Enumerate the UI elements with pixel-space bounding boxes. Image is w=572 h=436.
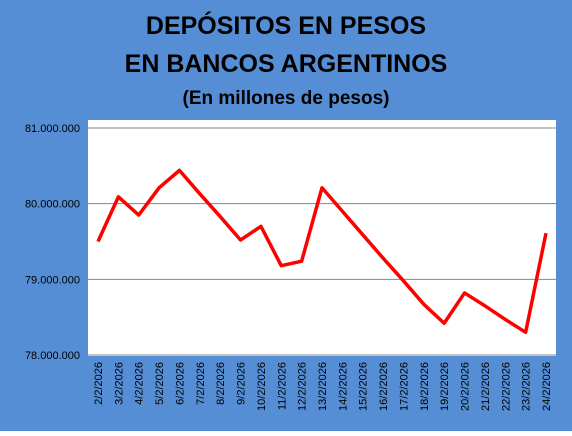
x-tick-label: 24/2/2026: [541, 362, 553, 411]
x-tick-label: 15/2/2026: [358, 362, 370, 411]
x-tick-label: 3/2/2026: [113, 362, 125, 405]
x-tick-label: 13/2/2026: [317, 362, 329, 411]
x-tick-label: 5/2/2026: [154, 362, 166, 405]
x-tick-label: 22/2/2026: [500, 362, 512, 411]
y-tick-label: 81.000.000: [25, 123, 80, 135]
x-tick-label: 12/2/2026: [297, 362, 309, 411]
y-tick-label: 80.000.000: [25, 199, 80, 211]
x-tick-label: 21/2/2026: [480, 362, 492, 411]
x-tick-label: 4/2/2026: [134, 362, 146, 405]
x-tick-label: 2/2/2026: [93, 362, 105, 405]
x-tick-label: 19/2/2026: [439, 362, 451, 411]
chart-title: EN BANCOS ARGENTINOS: [125, 50, 448, 78]
y-tick-label: 79.000.000: [25, 274, 80, 286]
x-tick-label: 11/2/2026: [276, 362, 288, 410]
x-tick-label: 14/2/2026: [337, 362, 349, 411]
x-tick-label: 17/2/2026: [398, 362, 410, 411]
x-tick-label: 7/2/2026: [195, 362, 207, 405]
y-tick-label: 78.000.000: [25, 350, 80, 362]
chart-title: DEPÓSITOS EN PESOS: [146, 10, 426, 40]
chart-subtitle: (En millones de pesos): [183, 88, 390, 109]
x-tick-label: 16/2/2026: [378, 362, 390, 411]
x-tick-label: 8/2/2026: [215, 362, 227, 405]
x-tick-label: 23/2/2026: [521, 362, 533, 411]
x-tick-label: 10/2/2026: [256, 362, 268, 411]
x-tick-label: 9/2/2026: [236, 362, 248, 405]
x-tick-label: 20/2/2026: [460, 362, 472, 411]
x-tick-label: 18/2/2026: [419, 362, 431, 411]
plot-area: [88, 120, 556, 356]
x-tick-label: 6/2/2026: [174, 362, 186, 405]
data-line: [96, 168, 548, 335]
